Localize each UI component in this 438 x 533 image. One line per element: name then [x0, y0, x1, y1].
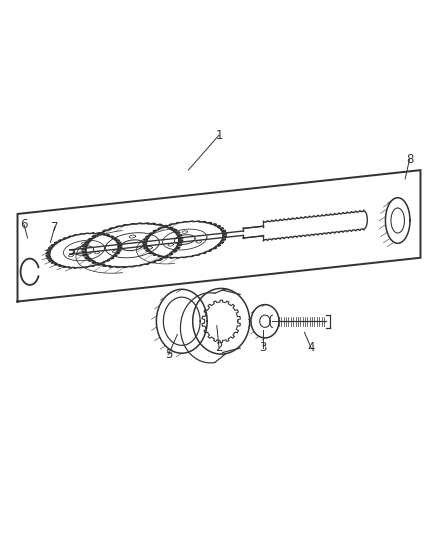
Text: 4: 4: [307, 341, 315, 354]
Text: 7: 7: [51, 221, 59, 233]
Text: 1: 1: [215, 128, 223, 142]
Text: 5: 5: [165, 348, 172, 361]
Text: 2: 2: [215, 341, 223, 354]
Text: 3: 3: [259, 341, 266, 354]
Text: 8: 8: [406, 152, 413, 166]
Text: 6: 6: [20, 219, 28, 231]
